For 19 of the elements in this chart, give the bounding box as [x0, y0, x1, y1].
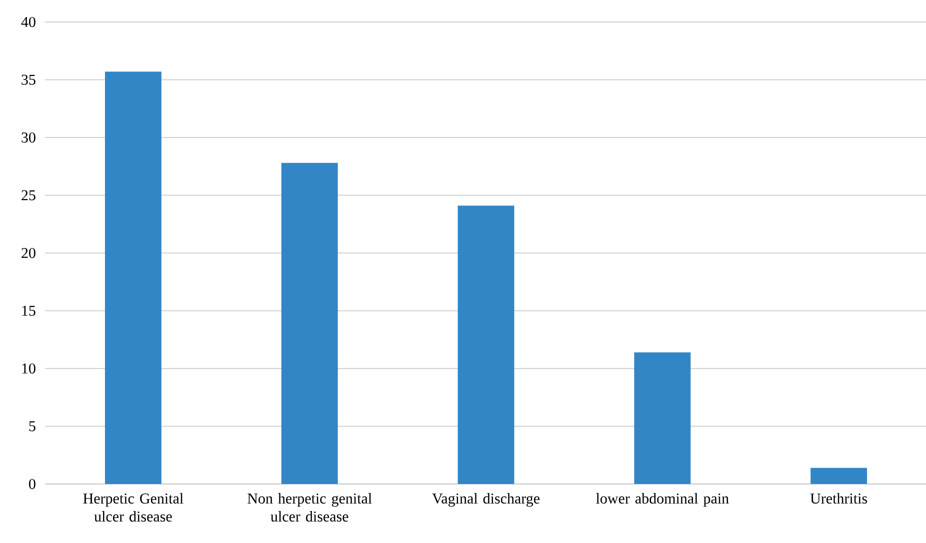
x-tick-label: Non herpetic genital ulcer disease	[248, 493, 372, 522]
y-tick-label: 30	[22, 132, 36, 143]
x-tick-label: lower abdominal pain	[596, 493, 729, 507]
y-tick-label: 35	[22, 74, 36, 85]
y-tick-label: 10	[22, 363, 36, 374]
bar	[810, 468, 868, 484]
x-tick-label: Vaginal discharge	[432, 493, 540, 507]
x-tick-label: Herpetic Genital ulcer disease	[83, 493, 184, 522]
bar	[634, 352, 691, 484]
y-tick-label: 0	[29, 478, 36, 490]
bar	[458, 206, 514, 484]
y-tick-label: 20	[22, 248, 36, 258]
bar	[281, 162, 338, 484]
y-tick-label: 5	[29, 421, 36, 432]
x-tick-label: Urethritis	[810, 493, 867, 504]
y-tick-label: 25	[22, 190, 36, 200]
bar	[104, 72, 162, 484]
y-tick-label: 40	[21, 16, 36, 28]
y-tick-label: 15	[22, 306, 36, 316]
